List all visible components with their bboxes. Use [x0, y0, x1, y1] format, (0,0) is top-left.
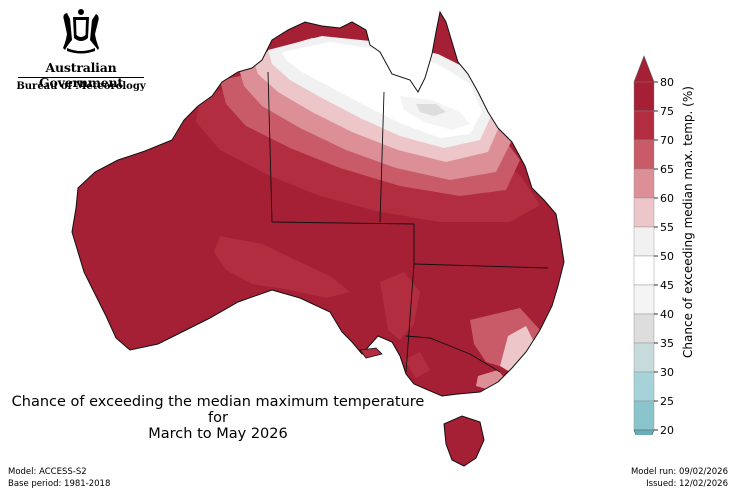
map-title: Chance of exceeding the median maximum t… [0, 394, 436, 442]
colorbar-segment [633, 284, 655, 315]
colorbar-segment [633, 110, 655, 141]
footer-right: Model run: 09/02/2026 Issued: 12/02/2026 [631, 466, 728, 490]
state-borders [267, 71, 549, 373]
colorbar-tick-label: 25 [660, 395, 674, 408]
colorbar-tick-label: 35 [660, 337, 674, 350]
mainland [71, 10, 565, 397]
colorbar-segment [633, 226, 655, 257]
government-name: Australian Government [39, 60, 123, 90]
footer-left: Model: ACCESS-S2 Base period: 1981-2018 [8, 466, 110, 490]
state-border-line [405, 335, 501, 373]
issued-date: Issued: 12/02/2026 [646, 479, 728, 489]
probability-band [476, 370, 506, 390]
colorbar-tick-label: 70 [660, 134, 674, 147]
colorbar-tick-label: 20 [660, 424, 674, 435]
probability-band [500, 326, 534, 372]
probability-band [214, 236, 350, 298]
colorbar-segment [633, 139, 655, 170]
colorbar-tick-label: 50 [660, 250, 674, 263]
probability-band [404, 352, 430, 378]
tasmania [443, 415, 485, 467]
map-title-line-1: Chance of exceeding the median maximum t… [11, 394, 425, 426]
colorbar-tick-label: 30 [660, 366, 674, 379]
map-title-line-2: March to May 2026 [148, 426, 288, 442]
colorbar-tick-label: 80 [660, 76, 674, 89]
colorbar: 80 75 70 65 60 55 50 45 40 35 30 25 20 [633, 55, 674, 435]
state-border-line [413, 263, 549, 269]
logo-divider [18, 77, 144, 78]
colorbar-tick-label: 55 [660, 221, 674, 234]
colorbar-tick-label: 65 [660, 163, 674, 176]
state-border-line [379, 91, 385, 223]
colorbar-segment [633, 197, 655, 228]
coat-of-arms-icon [63, 9, 99, 54]
model-run-date: Model run: 09/02/2026 [630, 467, 728, 477]
colorbar-segment [633, 313, 655, 344]
base-period: Base period: 1981-2018 [8, 479, 111, 489]
probability-band [416, 104, 446, 116]
kangaroo-island [359, 347, 383, 359]
colorbar-tick-label: 60 [660, 192, 674, 205]
colorbar-bottom-arrow [633, 429, 655, 435]
colorbar-segment [633, 255, 655, 286]
colorbar-tick-label: 75 [660, 105, 674, 118]
state-border-line [267, 71, 273, 223]
bureau-name: Bureau of Meteorology [16, 81, 146, 92]
colorbar-segment [633, 168, 655, 199]
state-border-line [271, 221, 415, 225]
model-name: Model: ACCESS-S2 [8, 467, 87, 477]
colorbar-segment [633, 81, 655, 112]
mainland-outline [71, 10, 565, 397]
colorbar-label: Chance of exceeding median max. temp. (%… [681, 86, 695, 358]
colorbar-tick-label: 40 [660, 308, 674, 321]
colorbar-segment [633, 371, 655, 402]
bom-logo: Australian Government Bureau of Meteorol… [14, 8, 148, 98]
colorbar-segment [633, 400, 655, 431]
colorbar-tick-label: 45 [660, 279, 674, 292]
state-border-line [405, 263, 415, 373]
colorbar-top-arrow [633, 55, 655, 83]
colorbar-segment [633, 342, 655, 373]
